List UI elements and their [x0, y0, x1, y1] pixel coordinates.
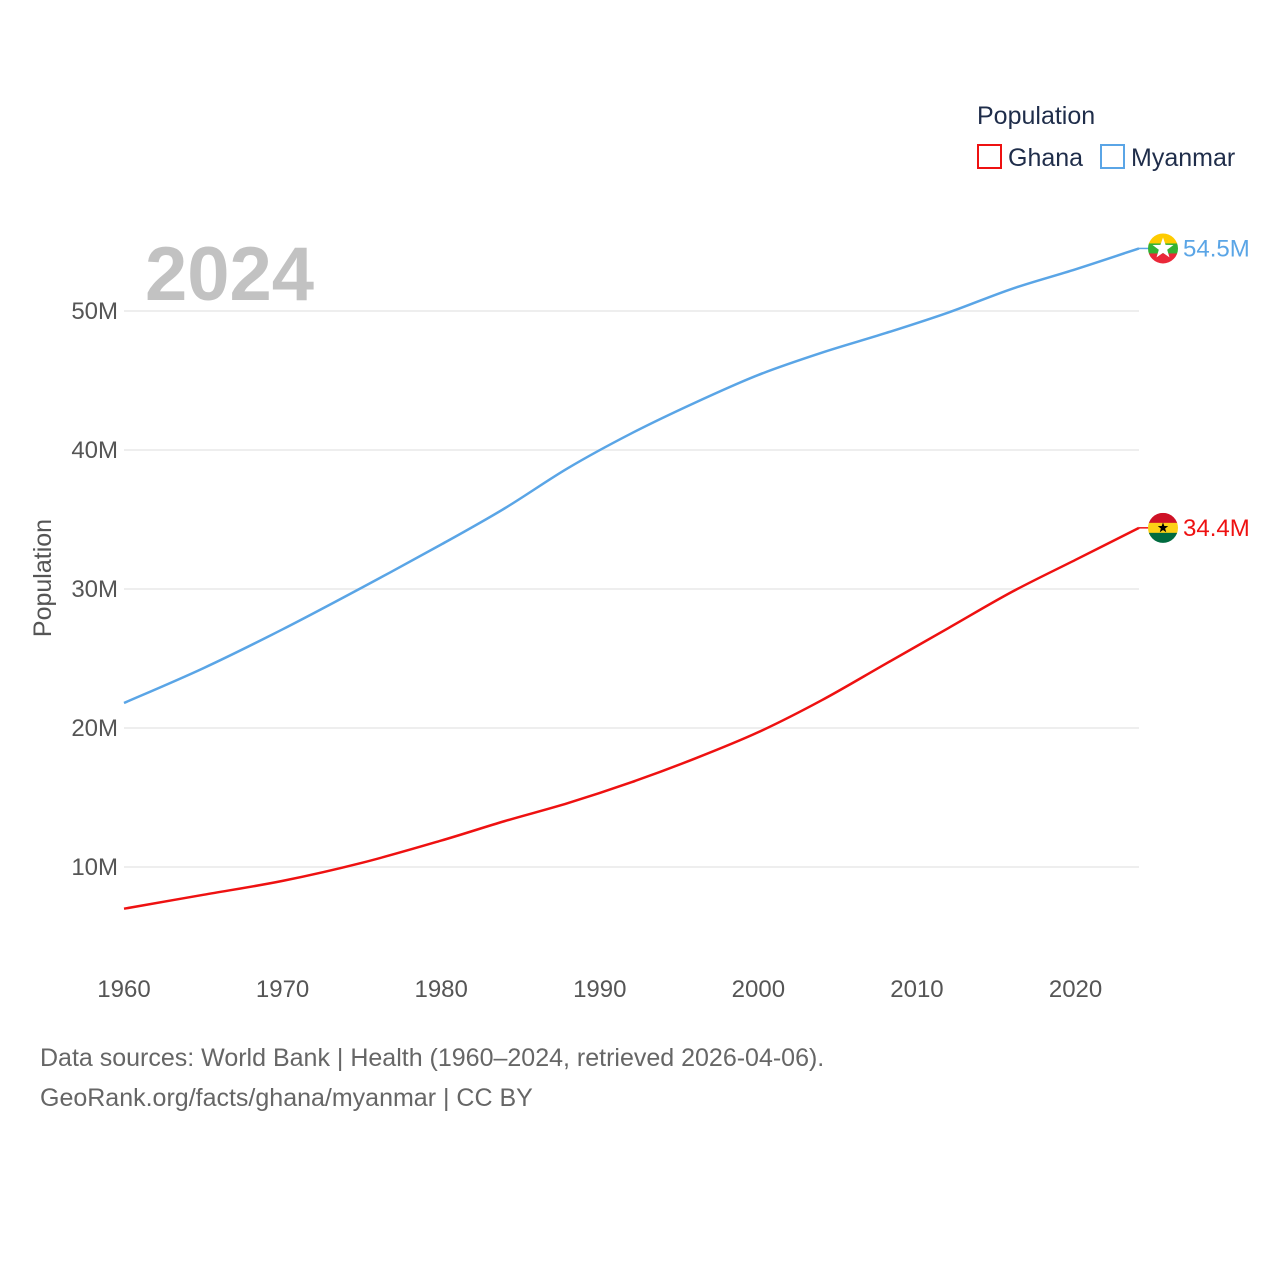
y-axis-ticks: 10M 20M 30M 40M 50M	[71, 298, 118, 881]
y-axis-label: Population	[29, 519, 57, 637]
legend-label-ghana[interactable]: Ghana	[1008, 144, 1083, 172]
y-tick-label: 40M	[71, 437, 118, 464]
grid-lines	[124, 310, 1139, 868]
end-value-label-ghana: 34.4M	[1183, 515, 1250, 542]
x-axis-ticks: 1960 1970 1980 1990 2000 2010 2020	[97, 976, 1102, 1003]
data-source-note: Data sources: World Bank | Health (1960–…	[40, 1044, 825, 1072]
legend-swatch-myanmar[interactable]	[1100, 144, 1125, 169]
series-line-ghana[interactable]	[123, 526, 1140, 910]
end-value-label-myanmar: 54.5M	[1183, 235, 1250, 262]
x-tick-label: 2000	[732, 976, 785, 1003]
x-tick-label: 1970	[256, 976, 309, 1003]
x-tick-label: 1980	[414, 976, 467, 1003]
legend-label-myanmar[interactable]: Myanmar	[1131, 144, 1235, 172]
y-tick-label: 10M	[71, 854, 118, 881]
series-line-myanmar[interactable]	[123, 247, 1140, 705]
legend: Population Ghana Myanmar	[977, 102, 1235, 172]
x-tick-label: 2010	[890, 976, 943, 1003]
ghana-flag-icon	[1148, 512, 1178, 543]
legend-title: Population	[977, 102, 1095, 130]
x-tick-label: 1960	[97, 976, 150, 1003]
y-tick-label: 20M	[71, 715, 118, 742]
x-tick-label: 2020	[1049, 976, 1102, 1003]
legend-swatch-ghana[interactable]	[977, 144, 1002, 169]
x-tick-label: 1990	[573, 976, 626, 1003]
series-lines	[123, 247, 1140, 910]
y-tick-label: 50M	[71, 298, 118, 325]
myanmar-flag-icon	[1148, 233, 1178, 264]
series-end-markers: 34.4M 54.5M	[1139, 233, 1250, 543]
credit-link[interactable]: GeoRank.org/facts/ghana/myanmar | CC BY	[40, 1084, 533, 1112]
current-year-label: 2024	[145, 232, 314, 317]
y-tick-label: 30M	[71, 576, 118, 603]
population-line-chart: 10M 20M 30M 40M 50M 1960 1970 1980 1990 2000 2010…	[29, 102, 1250, 1003]
